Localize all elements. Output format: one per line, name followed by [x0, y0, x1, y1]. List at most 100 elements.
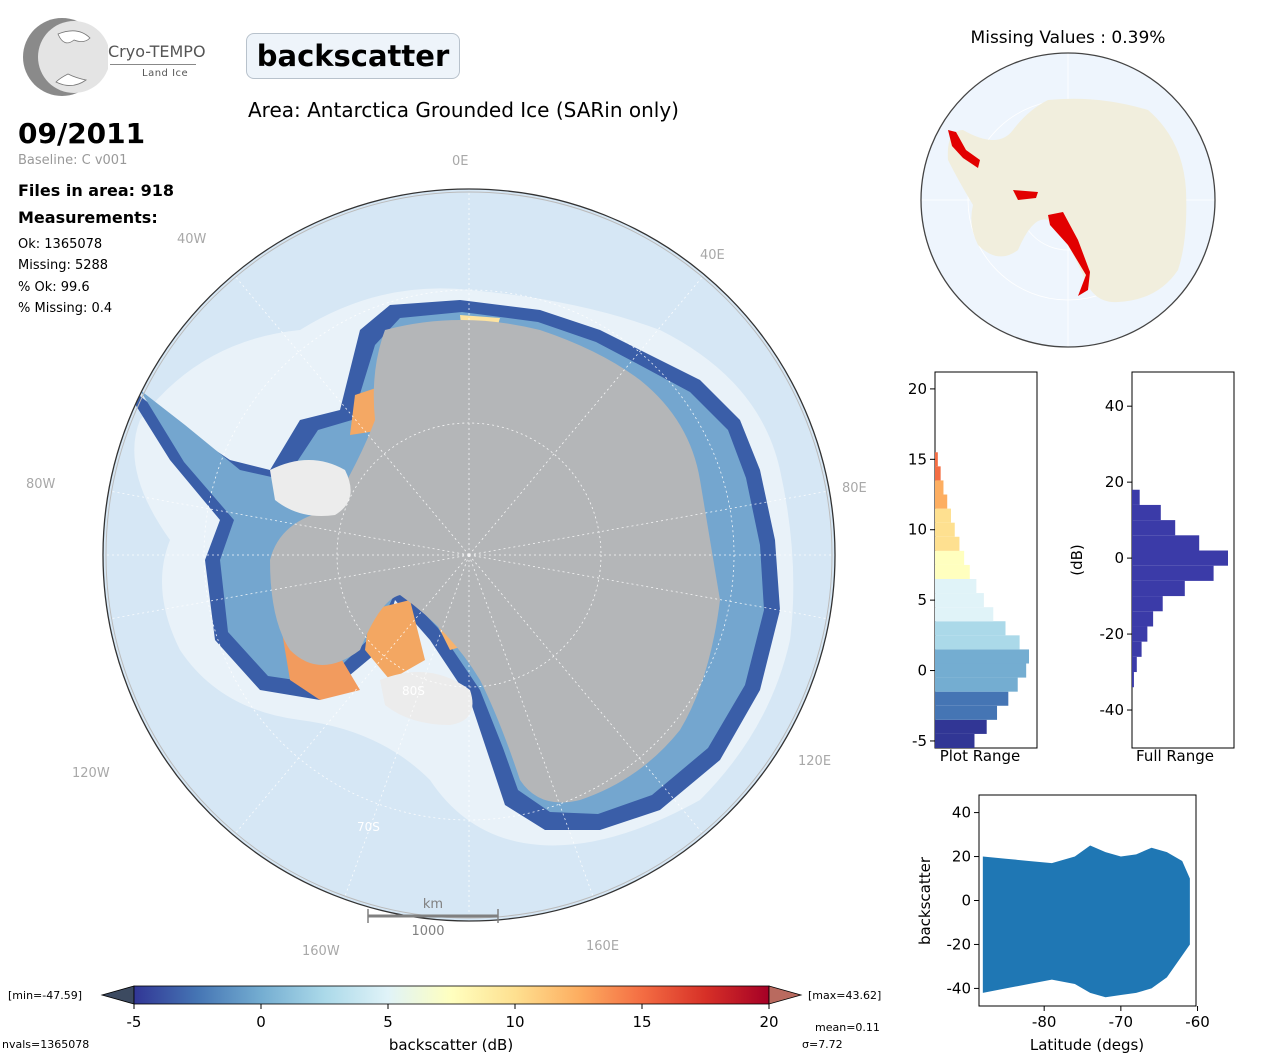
full-range-tick-label: -40 [1100, 701, 1125, 719]
full-range-bar [1132, 520, 1176, 536]
cryo-tempo-logo [23, 18, 108, 96]
sigma-label: σ=7.72 [802, 1038, 843, 1051]
plot-range-tick-label: 5 [917, 591, 927, 609]
lon-label-40w: 40W [177, 232, 207, 247]
full-range-tick-label: 40 [1105, 397, 1124, 415]
plot-range-bar [935, 691, 1009, 706]
baseline-label: Baseline: C v001 [18, 153, 128, 168]
colorbar-tick-label: 5 [383, 1013, 393, 1031]
plot-range-bar [935, 677, 1018, 692]
plot-range-bar [935, 536, 960, 551]
stat-pct-ok: % Ok: 99.6 [18, 280, 90, 295]
scatter-y-tick-label: -40 [947, 979, 972, 997]
logo-name: Cryo-TEMPO [108, 42, 206, 61]
lon-label-80w: 80W [26, 477, 56, 492]
missing-values-map [920, 52, 1216, 348]
logo-divider [110, 64, 196, 65]
plot-range-bar [935, 564, 970, 580]
full-range-bar [1132, 535, 1200, 551]
scatter-y-tick-label: 0 [961, 892, 971, 910]
scatter-xlabel: Latitude (degs) [1030, 1036, 1144, 1054]
plot-range-bar [935, 508, 951, 523]
missing-values-title: Missing Values : 0.39% [970, 28, 1166, 48]
plot-range-bar [935, 607, 994, 622]
plot-range-tick-label: 20 [908, 380, 927, 398]
full-range-bar [1132, 672, 1134, 688]
plot-range-bar [935, 452, 938, 467]
full-range-bar [1132, 580, 1185, 597]
colorbar-tick-label: -5 [127, 1013, 142, 1031]
logo-subtitle: Land Ice [142, 68, 189, 79]
scale-bar: km 1000 [367, 897, 499, 939]
scatter-x-tick-label: -60 [1185, 1013, 1210, 1031]
stat-ok: Ok: 1365078 [18, 237, 103, 252]
mean-label: mean=0.11 [815, 1021, 880, 1034]
plot-range-bar [935, 719, 987, 734]
plot-range-bar [935, 593, 984, 608]
full-range-bar [1132, 656, 1137, 673]
plot-range-label: Plot Range [940, 747, 1021, 765]
plot-range-bar [935, 635, 1020, 650]
plot-range-bar [935, 733, 975, 748]
lon-label-160e: 160E [586, 939, 619, 954]
plot-range-tick-label: 0 [917, 662, 927, 680]
plot-range-bar [935, 550, 965, 565]
scatter-y-tick-label: 20 [952, 848, 971, 866]
stat-missing: Missing: 5288 [18, 258, 109, 273]
scatter-y-tick-label: 40 [952, 804, 971, 822]
colorbar: -5 0 5 10 15 20 [min=-47.59] [max=43.62] back… [2, 985, 881, 1054]
area-label: Area: Antarctica Grounded Ice (SARin onl… [248, 98, 679, 122]
parameter-title: backscatter [246, 33, 460, 79]
lon-label-160w: 160W [302, 944, 340, 959]
plot-range-bar [935, 522, 955, 537]
full-range-tick-label: -20 [1100, 625, 1125, 643]
full-range-bar [1132, 626, 1148, 642]
colorbar-tick-label: 20 [759, 1013, 778, 1031]
plot-range-bar [935, 494, 948, 509]
full-range-bar [1132, 489, 1140, 505]
full-range-bar [1132, 550, 1228, 566]
colorbar-label: backscatter (dB) [389, 1036, 513, 1054]
colorbar-tick-label: 10 [505, 1013, 524, 1031]
antarctica-map: 0E 40W 40E 80W 80E 120W 120E 160W 160E 8… [26, 154, 867, 959]
full-range-tick-label: 0 [1114, 549, 1124, 567]
plot-range-bar [935, 649, 1029, 664]
lat-label-80s: 80S [402, 684, 425, 698]
files-count: Files in area: 918 [18, 181, 174, 200]
plot-range-bar [935, 480, 944, 495]
plot-range-bar [935, 621, 1006, 636]
colorbar-min-arrow [100, 985, 135, 1005]
full-range-histogram: 40 20 0 -20 -40 (dB) Full Range [1068, 371, 1235, 765]
full-range-bar [1132, 504, 1161, 521]
scatter-points [982, 845, 1190, 998]
plot-range-histogram: 20 15 10 5 0 -5 Plot Range [908, 371, 1038, 765]
plot-range-tick-label: 10 [908, 521, 927, 539]
plot-range-bar [935, 663, 1027, 678]
full-range-bar [1132, 596, 1163, 612]
colorbar-gradient [133, 985, 770, 1005]
lon-label-120e: 120E [798, 754, 831, 769]
colorbar-tick-label: 15 [632, 1013, 651, 1031]
colorbar-tick-label: 0 [256, 1013, 266, 1031]
lat-label-70s: 70S [357, 820, 380, 834]
lon-label-40e: 40E [700, 248, 725, 263]
colorbar-min-label: [min=-47.59] [8, 989, 82, 1002]
nvals-label: nvals=1365078 [2, 1038, 89, 1051]
plot-range-tick-label: 15 [908, 450, 927, 468]
plot-range-bar [935, 466, 941, 481]
scale-unit: km [423, 897, 443, 912]
stat-pct-missing: % Missing: 0.4 [18, 301, 113, 316]
measurements-heading: Measurements: [18, 208, 158, 227]
full-range-bar [1132, 641, 1142, 657]
colorbar-max-arrow [768, 985, 803, 1005]
full-range-ylabel: (dB) [1068, 544, 1086, 576]
plot-range-tick-label: -5 [912, 732, 927, 750]
full-range-tick-label: 20 [1105, 473, 1124, 491]
colorbar-max-label: [max=43.62] [808, 989, 881, 1002]
lon-label-80e: 80E [842, 481, 867, 496]
lon-label-0e: 0E [452, 154, 469, 169]
scatter-x-tick-label: -80 [1032, 1013, 1057, 1031]
full-range-label: Full Range [1136, 747, 1214, 765]
full-range-bar [1132, 611, 1154, 627]
scatter-ylabel: backscatter [916, 856, 934, 945]
